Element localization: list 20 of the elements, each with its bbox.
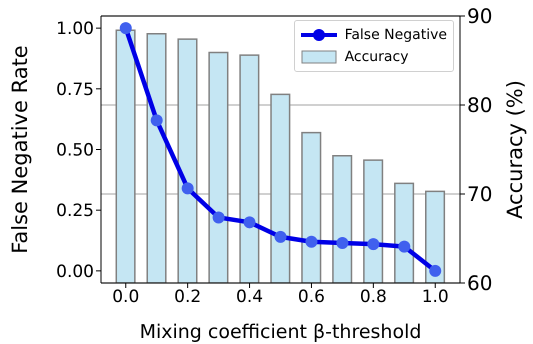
y2-tick-label: 70 [467, 182, 492, 206]
legend-label: Accuracy [344, 49, 408, 65]
y-tick-label: 0.50 [56, 140, 94, 161]
y2-tick-label: 60 [467, 271, 492, 296]
y-tick-label: 1.00 [56, 19, 94, 40]
x-tick-label: 0.2 [174, 287, 202, 308]
y2-tick-label: 90 [467, 4, 492, 28]
x-tick-label: 0.4 [236, 287, 264, 308]
x-axis-title: Mixing coefficient β-threshold [140, 321, 422, 343]
y2-axis-title: Accuracy (%) [503, 80, 527, 219]
y-tick-label: 0.25 [56, 201, 94, 222]
x-tick-label: 1.0 [422, 287, 449, 308]
y-axis-title: False Negative Rate [8, 45, 32, 254]
x-tick-label: 0.0 [112, 287, 140, 308]
x-tick-label: 0.8 [360, 287, 387, 308]
x-tick-label: 0.6 [298, 287, 325, 308]
y2-tick-label: 80 [467, 93, 492, 118]
legend-label: False Negative [344, 27, 447, 43]
y-tick-label: 0.00 [56, 262, 94, 282]
y-tick-label: 0.75 [56, 80, 94, 100]
